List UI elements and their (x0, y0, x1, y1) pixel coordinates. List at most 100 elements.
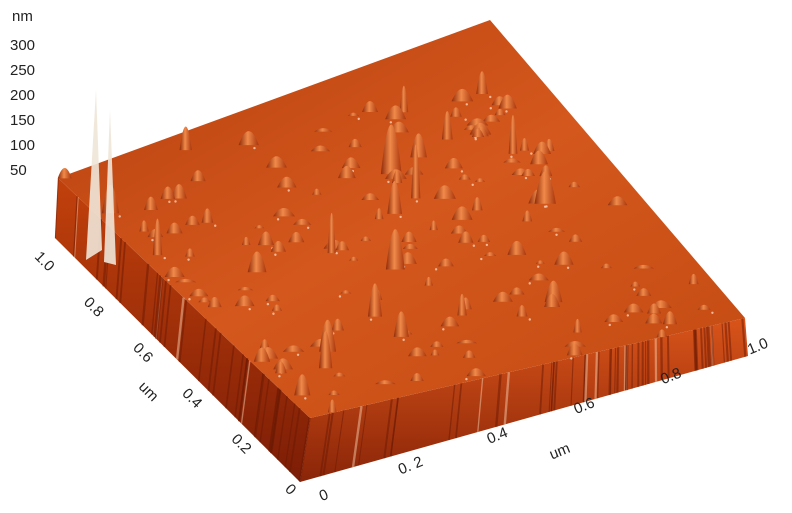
side-stripe (319, 413, 331, 477)
z-tick-label: 200 (10, 87, 35, 104)
peak (633, 264, 655, 269)
speckle (151, 238, 154, 242)
peak (494, 108, 506, 116)
y-tick-label: 0 (281, 481, 299, 499)
side-stripe (212, 332, 222, 396)
peak (522, 210, 533, 222)
peak (189, 288, 209, 297)
peak (636, 288, 652, 296)
side-stripe (448, 384, 456, 441)
peak (254, 225, 265, 229)
speckle (474, 138, 477, 141)
speckle (387, 180, 390, 184)
side-stripe (623, 345, 626, 391)
side-stripe (584, 354, 589, 402)
speckle (174, 200, 177, 203)
side-stripe (163, 285, 172, 348)
peak (175, 278, 197, 283)
peak (604, 314, 624, 322)
peak (318, 331, 333, 369)
side-stripe (727, 321, 733, 361)
peak (327, 212, 336, 254)
peak (266, 156, 287, 168)
side-stripe (570, 357, 574, 406)
speckle (335, 252, 338, 255)
peak (573, 318, 582, 333)
side-stripe (694, 329, 699, 371)
peak (656, 329, 668, 338)
speckle (402, 338, 405, 342)
peak (247, 251, 267, 273)
side-stripe (625, 345, 629, 391)
peak (475, 178, 485, 182)
peak (282, 345, 305, 352)
peak (458, 174, 471, 180)
speckle (626, 314, 630, 317)
side-stripe (703, 327, 708, 368)
peak (190, 170, 206, 182)
peak (348, 138, 362, 148)
side-stripe (240, 360, 251, 424)
side-stripe (151, 272, 159, 335)
peak (312, 188, 322, 195)
peak (508, 115, 518, 154)
speckle (570, 357, 573, 360)
peak (349, 256, 359, 261)
peak (411, 144, 421, 199)
peak (450, 107, 462, 117)
side-stripe (115, 238, 123, 300)
speckle (369, 318, 373, 321)
peak (179, 126, 192, 151)
peak (430, 341, 444, 347)
peak (259, 339, 270, 349)
peak (607, 196, 628, 206)
side-stripe (175, 297, 185, 360)
peak (548, 227, 566, 232)
side-stripe (178, 299, 188, 363)
peak (566, 343, 583, 356)
peak (645, 313, 663, 324)
peak (457, 293, 467, 316)
peak (367, 283, 383, 317)
side-stripe (351, 405, 363, 468)
speckle (163, 256, 166, 260)
peak (471, 197, 483, 211)
speckle (471, 183, 474, 187)
peak (503, 158, 521, 163)
side-stripe (550, 361, 556, 412)
peak (347, 112, 359, 116)
speckle (505, 110, 508, 113)
side-stripe (72, 196, 78, 257)
side-stripe (141, 263, 150, 326)
peak (402, 243, 418, 249)
peak (528, 273, 549, 281)
peak (438, 258, 454, 267)
speckle (253, 146, 256, 150)
peak (444, 158, 463, 169)
speckle (266, 302, 270, 306)
speckle (566, 266, 570, 270)
peak (333, 372, 346, 377)
x-tick-label: 0.6 (571, 394, 597, 418)
peak (516, 305, 528, 317)
speckle (276, 218, 280, 221)
side-stripe (539, 364, 545, 415)
speckle (338, 295, 342, 298)
peak (273, 207, 295, 217)
speckle (272, 312, 275, 315)
side-stripe (270, 389, 282, 454)
speckle (530, 152, 533, 155)
peak (340, 290, 352, 294)
side-stripe (253, 373, 264, 437)
peak (362, 101, 378, 112)
x-axis-label: um (547, 440, 573, 464)
peak (360, 236, 371, 241)
peak (328, 390, 340, 396)
peak (234, 295, 255, 307)
peak (477, 234, 491, 242)
speckle (537, 265, 540, 268)
speckle (306, 226, 310, 230)
peak (361, 193, 380, 201)
side-stripe (724, 322, 729, 362)
